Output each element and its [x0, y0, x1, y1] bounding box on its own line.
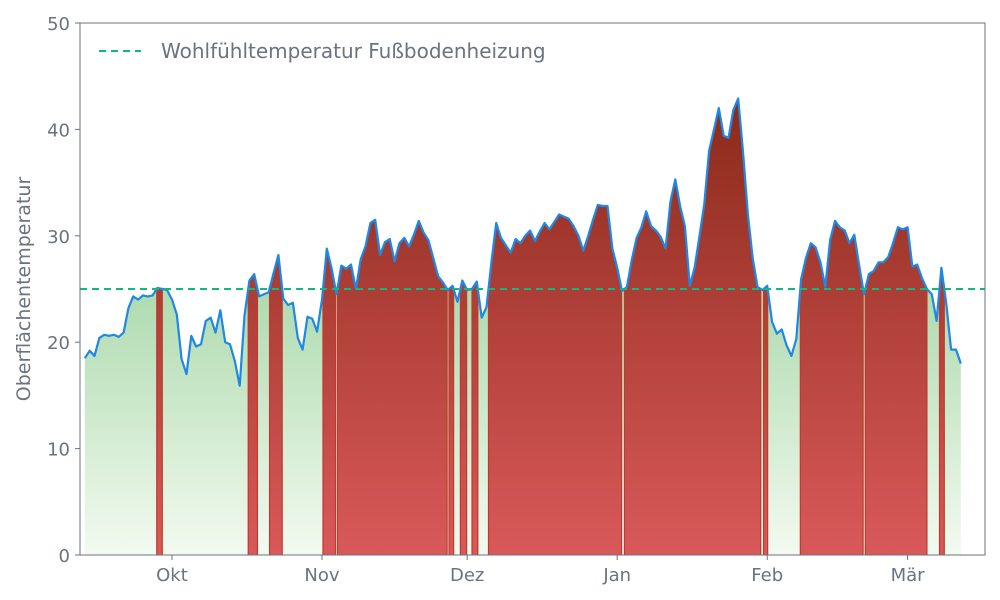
x-tick-label: Jan: [602, 565, 631, 586]
y-tick-label: 0: [59, 546, 70, 567]
x-axis: Okt Nov Dez Jan Feb Mär: [156, 555, 925, 586]
x-tick-label: Mär: [891, 565, 926, 586]
y-tick-label: 10: [47, 440, 70, 461]
y-axis: 0 10 20 30 40 50: [47, 14, 80, 567]
above-threshold-edges: [156, 289, 945, 555]
x-tick-label: Nov: [304, 565, 339, 586]
temperature-line: [83, 97, 962, 387]
x-tick-label: Feb: [751, 565, 783, 586]
y-tick-label: 30: [47, 227, 70, 248]
y-tick-label: 50: [47, 14, 70, 35]
x-tick-label: Okt: [156, 565, 188, 586]
x-tick-label: Dez: [450, 565, 484, 586]
legend-threshold-label: Wohlfühltemperatur Fußbodenheizung: [161, 39, 546, 63]
plot-frame: [79, 22, 986, 556]
area-above-threshold: [156, 98, 945, 555]
y-tick-label: 40: [47, 120, 70, 141]
y-axis-title: Oberflächentemperatur: [13, 177, 35, 402]
legend: Wohlfühltemperatur Fußbodenheizung: [99, 39, 546, 63]
y-tick-label: 20: [47, 333, 70, 354]
